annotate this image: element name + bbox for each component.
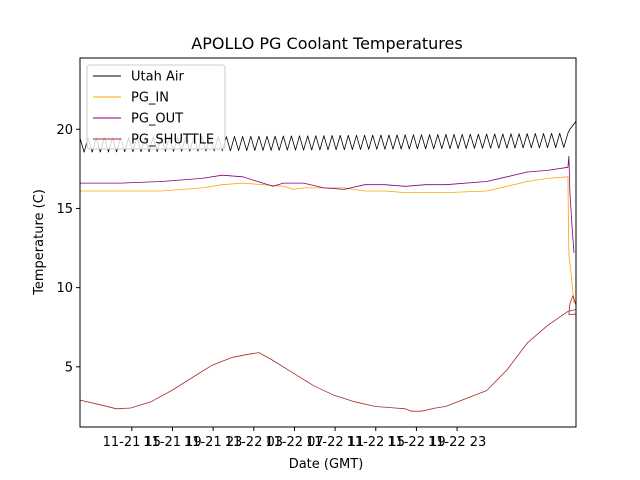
x-tick-label: 11-21 23 (184, 435, 242, 450)
y-tick-label: 15 (56, 202, 73, 217)
x-tick-label: 11-22 23 (428, 435, 486, 450)
legend-entry: Utah Air (131, 70, 184, 85)
x-tick-label: 11-22 11 (306, 435, 364, 450)
x-tick-label: 11-21 15 (103, 435, 161, 450)
y-tick-label: 20 (56, 123, 73, 138)
legend-entry: PG_OUT (131, 112, 183, 127)
x-tick-label: 11-21 19 (143, 435, 201, 450)
y-tick-label: 5 (65, 360, 73, 375)
y-tick-label: 10 (56, 281, 73, 296)
legend-box (86, 64, 226, 150)
series-line-pg-shuttle (80, 295, 576, 412)
x-tick-label: 11-22 15 (347, 435, 405, 450)
y-axis: 5 10 15 20 (56, 123, 80, 375)
x-tick-label: 11-22 07 (265, 435, 323, 450)
y-axis-label: Temperature (C) (32, 189, 47, 296)
legend-entry: PG_SHUTTLE (131, 133, 214, 148)
plot-frame (79, 57, 577, 428)
x-tick-label: 11-22 03 (225, 435, 283, 450)
legend-entry: PG_IN (131, 91, 169, 106)
legend: Utah Air PG_IN PG_OUT PG_SHUTTLE (86, 64, 226, 150)
x-axis-label: Date (GMT) (289, 457, 364, 472)
series-line-pg-in (80, 176, 575, 304)
chart-title: APOLLO PG Coolant Temperatures (191, 34, 462, 53)
series-line-pg-out (80, 155, 575, 253)
x-tick-label: 11-22 19 (387, 435, 445, 450)
